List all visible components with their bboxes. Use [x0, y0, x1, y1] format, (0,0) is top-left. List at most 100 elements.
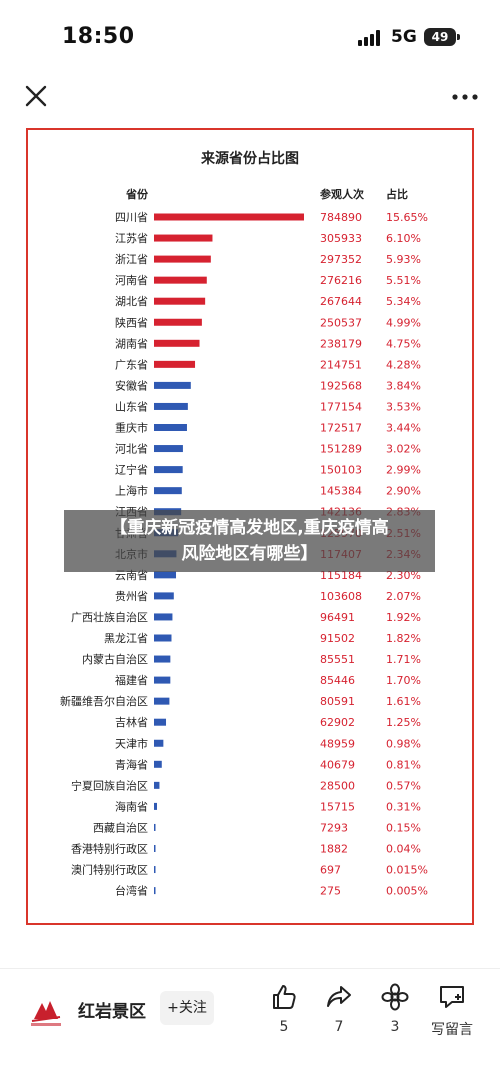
visits-value: 80591 [320, 695, 355, 708]
province-label: 上海市 [115, 484, 148, 498]
visits-value: 267644 [320, 295, 362, 308]
province-label: 广西壮族自治区 [71, 610, 148, 624]
share-value: 5.93% [386, 253, 421, 266]
visits-value: 85446 [320, 674, 355, 687]
share-value: 5.34% [386, 295, 421, 308]
province-bar [154, 487, 182, 495]
share-icon [327, 986, 351, 1007]
province-label: 安徽省 [115, 378, 148, 392]
visits-value: 214751 [320, 358, 362, 371]
province-label: 河北省 [115, 443, 148, 456]
province-label: 湖北省 [115, 295, 148, 308]
visits-value: 238179 [320, 337, 362, 350]
close-icon[interactable] [22, 82, 50, 110]
province-bar [154, 718, 167, 726]
visits-value: 276216 [320, 274, 362, 287]
comment-label: 写留言 [431, 1022, 473, 1038]
source-name[interactable]: 红岩景区 [78, 1002, 146, 1022]
share-value: 2.90% [386, 485, 421, 498]
more-icon[interactable] [450, 92, 480, 102]
share-value: 0.31% [386, 800, 421, 813]
province-label: 浙江省 [115, 253, 148, 266]
province-bar [154, 845, 156, 852]
province-bar [154, 613, 173, 621]
network-type: 5G [391, 27, 417, 47]
province-bar [154, 592, 174, 600]
province-label: 新疆维吾尔自治区 [60, 694, 148, 708]
caption-line-1: 【重庆新冠疫情高发地区,重庆疫情高 [110, 518, 389, 538]
column-header-province: 省份 [125, 187, 149, 201]
share-value: 4.99% [386, 316, 421, 329]
comment-icon [440, 986, 464, 1008]
visits-value: 275 [320, 885, 341, 898]
visits-value: 62902 [320, 716, 355, 729]
column-header-share: 占比 [386, 187, 408, 201]
battery-icon: 49 [424, 28, 460, 46]
column-header-visits: 参观人次 [320, 187, 364, 201]
share-value: 0.57% [386, 779, 421, 792]
share-value: 2.99% [386, 464, 421, 477]
favorite-button[interactable]: 3 [367, 983, 423, 1035]
visits-value: 15715 [320, 800, 355, 813]
flower-icon [381, 983, 409, 1011]
like-button[interactable]: 5 [256, 983, 312, 1035]
follow-button[interactable]: +关注 [160, 991, 214, 1025]
share-value: 1.82% [386, 632, 421, 645]
visits-value: 250537 [320, 316, 362, 329]
visits-value: 151289 [320, 443, 362, 456]
province-label: 湖南省 [115, 337, 148, 350]
caption-line-2: 风险地区有哪些】 [181, 544, 318, 564]
visits-value: 305933 [320, 232, 362, 245]
province-bar [154, 339, 200, 347]
visits-value: 48959 [320, 737, 355, 750]
visits-value: 784890 [320, 211, 362, 224]
province-label: 宁夏回族自治区 [71, 778, 148, 792]
visits-value: 85551 [320, 653, 355, 666]
like-count: 5 [279, 1019, 289, 1035]
province-label: 澳门特别行政区 [71, 863, 148, 877]
province-label: 陕西省 [115, 315, 148, 329]
share-value: 1.25% [386, 716, 421, 729]
article-caption[interactable]: 【重庆新冠疫情高发地区,重庆疫情高 风险地区有哪些】 [64, 510, 435, 572]
visits-value: 1882 [320, 843, 348, 856]
share-value: 4.75% [386, 337, 421, 350]
province-label: 福建省 [115, 673, 148, 687]
province-label: 天津市 [115, 736, 148, 750]
province-bar [154, 318, 202, 326]
visits-value: 115184 [320, 569, 362, 582]
province-bar [154, 381, 191, 389]
status-time: 18:50 [62, 24, 135, 49]
province-label: 云南省 [115, 569, 148, 582]
visits-value: 28500 [320, 779, 355, 792]
share-value: 0.15% [386, 821, 421, 834]
visits-value: 177154 [320, 400, 362, 413]
share-value: 3.02% [386, 443, 421, 456]
source-logo-icon[interactable] [28, 995, 64, 1029]
share-value: 0.98% [386, 737, 421, 750]
province-label: 内蒙古自治区 [82, 652, 148, 666]
province-label: 海南省 [115, 799, 148, 813]
signal-icon [358, 30, 384, 46]
share-value: 1.61% [386, 695, 421, 708]
visits-value: 96491 [320, 611, 355, 624]
comment-button[interactable]: 写留言 [420, 983, 484, 1039]
share-value: 3.53% [386, 400, 421, 413]
status-bar: 18:50 5G 49 [0, 0, 500, 72]
province-bar [154, 466, 183, 474]
province-label: 青海省 [115, 757, 148, 771]
province-bar [154, 676, 171, 684]
province-label: 贵州省 [115, 590, 148, 603]
bottom-bar: 红岩景区 +关注 5 7 3 写留言 [0, 968, 500, 1083]
visits-value: 40679 [320, 758, 355, 771]
share-value: 2.30% [386, 569, 421, 582]
nav-bar [0, 72, 500, 122]
share-value: 0.015% [386, 864, 428, 877]
province-label: 辽宁省 [115, 463, 148, 477]
share-count: 7 [334, 1019, 344, 1035]
share-button[interactable]: 7 [311, 983, 367, 1035]
province-bar [154, 781, 160, 789]
province-bar [154, 697, 170, 705]
visits-value: 7293 [320, 821, 348, 834]
visits-value: 145384 [320, 485, 362, 498]
